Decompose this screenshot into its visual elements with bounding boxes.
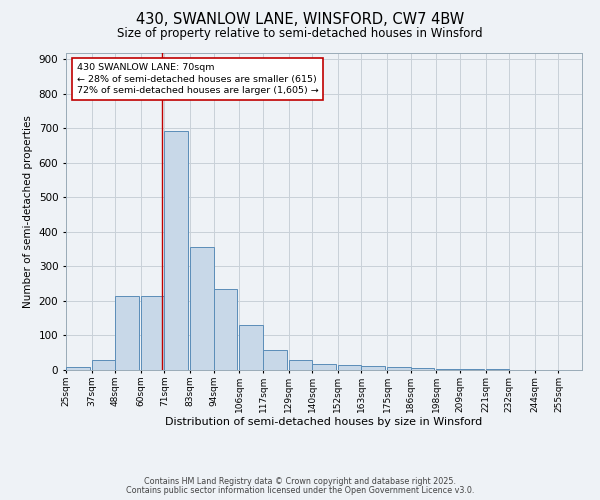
Bar [387, 366, 411, 370]
Bar [361, 366, 385, 370]
Text: Contains HM Land Registry data © Crown copyright and database right 2025.: Contains HM Land Registry data © Crown c… [144, 477, 456, 486]
X-axis label: Distribution of semi-detached houses by size in Winsford: Distribution of semi-detached houses by … [166, 418, 482, 428]
Y-axis label: Number of semi-detached properties: Number of semi-detached properties [23, 115, 33, 308]
Text: Contains public sector information licensed under the Open Government Licence v3: Contains public sector information licen… [126, 486, 474, 495]
Text: 430 SWANLOW LANE: 70sqm
← 28% of semi-detached houses are smaller (615)
72% of s: 430 SWANLOW LANE: 70sqm ← 28% of semi-de… [77, 63, 319, 96]
Bar [115, 296, 139, 370]
Bar [263, 350, 287, 370]
Text: Size of property relative to semi-detached houses in Winsford: Size of property relative to semi-detach… [117, 28, 483, 40]
Bar [312, 364, 336, 370]
Bar [141, 296, 164, 370]
Bar [66, 366, 89, 370]
Bar [338, 365, 361, 370]
Bar [214, 289, 237, 370]
Bar [436, 368, 460, 370]
Bar [289, 360, 312, 370]
Bar [190, 248, 214, 370]
Bar [239, 325, 263, 370]
Bar [92, 360, 115, 370]
Bar [164, 131, 188, 370]
Bar [411, 368, 434, 370]
Text: 430, SWANLOW LANE, WINSFORD, CW7 4BW: 430, SWANLOW LANE, WINSFORD, CW7 4BW [136, 12, 464, 28]
